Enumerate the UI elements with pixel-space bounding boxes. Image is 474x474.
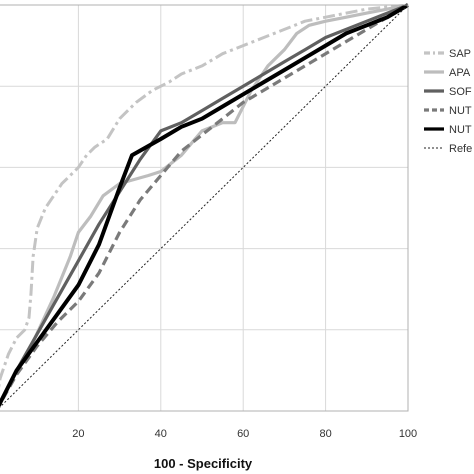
legend-label: Refe	[449, 143, 472, 155]
series-line-3	[0, 3, 409, 407]
series-line-4	[0, 3, 409, 408]
x-axis-label: 100 - Specificity	[154, 456, 253, 471]
series-line-6	[0, 4, 409, 408]
x-tick-label: 80	[319, 428, 331, 440]
series-lines	[0, 3, 410, 408]
series-line-5	[0, 3, 410, 408]
legend-label: SOF	[449, 86, 472, 98]
x-tick-label: 40	[155, 428, 167, 440]
legend-label: APA	[449, 67, 471, 79]
x-tick-label: 20	[72, 428, 84, 440]
x-tick-label: 60	[237, 428, 249, 440]
legend-label: NUT	[449, 124, 472, 136]
legend-label: NUT	[449, 105, 472, 117]
plot-frame	[0, 4, 409, 412]
legend: SAP APA SOF NUT NUT Refe	[424, 48, 472, 155]
legend-label: SAP	[449, 48, 471, 60]
x-tick-label: 100	[399, 428, 417, 440]
axes	[0, 4, 409, 412]
series-line-1	[0, 3, 409, 389]
x-tick-labels: 20 40 60 80 100	[72, 428, 417, 440]
series-line-2	[0, 3, 409, 407]
